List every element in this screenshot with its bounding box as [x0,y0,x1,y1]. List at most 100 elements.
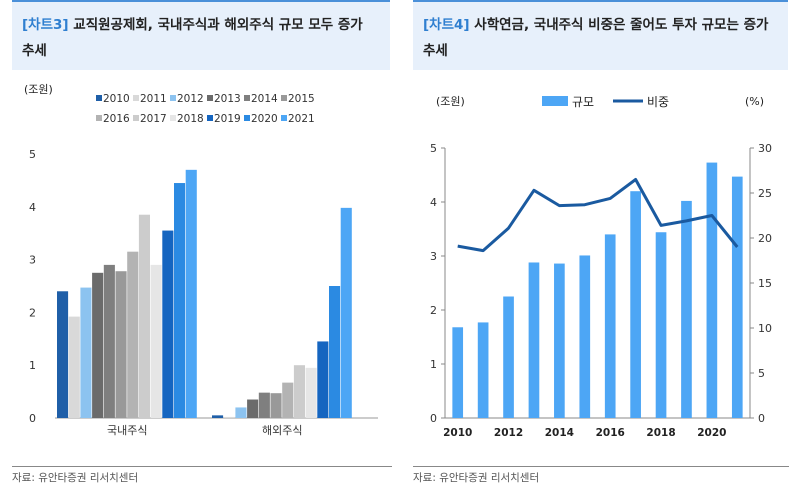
left-panel-title: 교직원공제회, 국내주식과 해외주식 규모 모두 증가 추세 [22,17,363,59]
left-bar [293,365,305,418]
right-bar [528,262,540,418]
right-right-tick-label: 15 [758,277,772,290]
right-legend-line-label: 비중 [647,95,669,109]
left-legend-label: 2015 [288,93,315,105]
left-legend-label: 2019 [214,113,241,125]
right-bar [554,263,565,418]
left-legend-swatch [244,115,250,121]
right-left-tick-label: 0 [430,412,437,425]
left-legend-swatch [133,115,139,121]
left-bar [317,341,329,418]
left-x-tick-label: 국내주식 [107,424,147,437]
right-right-tick-label: 0 [758,412,765,425]
right-right-tick-label: 10 [758,322,772,335]
left-bar [258,392,270,418]
left-legend-swatch [281,115,287,121]
right-bar [655,232,667,418]
left-y-tick-label: 4 [29,201,36,214]
right-x-tick-label: 2012 [494,427,523,439]
right-legend-bar-label: 규모 [572,95,594,109]
left-bar [329,286,341,418]
right-right-tick-label: 25 [758,187,772,200]
left-bar [162,230,174,418]
left-bar [57,291,69,418]
right-panel-tag: [차트4] [423,17,470,33]
left-bar [340,207,352,418]
right-bar [452,327,464,418]
left-bar [223,416,235,418]
right-left-tick-label: 3 [430,250,437,263]
right-left-tick-label: 5 [430,142,437,155]
left-legend-swatch [207,95,213,101]
left-bar [127,251,139,418]
left-bar [80,287,92,418]
right-panel-header: [차트4] 사학연금, 국내주식 비중은 줄어도 투자 규모는 증가 추세 [413,0,788,70]
right-y-axis-label-left: (조원) [436,95,465,108]
right-bar [681,200,692,418]
left-bar [235,407,247,418]
right-right-tick-label: 20 [758,232,772,245]
right-x-tick-label: 2018 [646,427,675,439]
left-legend-swatch [96,115,102,121]
left-chart: (조원) 0 1 2 3 4 5 2010 2011 2012 2013 2014 2015 2016 20… [24,83,378,437]
left-legend-swatch [207,115,213,121]
left-legend-label: 2014 [251,93,278,105]
right-left-tick-label: 1 [430,358,437,371]
right-x-tick-label: 2014 [545,427,574,439]
left-bar [68,316,80,418]
left-legend-label: 2010 [103,93,130,105]
left-bar [138,214,150,418]
right-panel-title: 사학연금, 국내주식 비중은 줄어도 투자 규모는 증가 추세 [423,17,769,59]
right-x-tick-label: 2020 [697,427,726,439]
right-left-tick-label: 4 [430,196,437,209]
right-left-tick-label: 2 [430,304,437,317]
left-y-tick-label: 3 [29,254,36,267]
left-y-tick-label: 2 [29,306,36,319]
left-bar [212,415,224,418]
left-y-tick-label: 0 [29,412,36,425]
right-chart: (조원) (%) 규모 비중 0 1 2 3 4 5 0 5 10 15 20 25 30 2010 2012 201… [430,95,772,439]
left-legend-label: 2017 [140,113,167,125]
left-panel-header: [차트3] 교직원공제회, 국내주식과 해외주식 규모 모두 증가 추세 [12,0,390,70]
right-share-line [457,178,739,253]
right-y-axis-label-right: (%) [745,95,764,108]
left-bar [282,382,294,418]
right-bar [579,255,591,418]
left-panel-tag: [차트3] [22,17,69,33]
left-y-tick-label: 1 [29,359,36,372]
right-bar [731,176,743,418]
left-bar [103,264,115,418]
left-bar [270,393,282,418]
left-legend-label: 2012 [177,93,204,105]
left-y-tick-label: 5 [29,148,36,161]
right-legend-bar-swatch [542,96,568,106]
left-bar [185,169,197,418]
left-bar [150,264,162,418]
right-bar [706,162,718,418]
right-bar [630,191,641,418]
right-right-tick-label: 5 [758,367,765,380]
left-source-note: 자료: 유안타증권 리서치센터 [12,466,392,490]
left-legend-label: 2018 [177,113,204,125]
left-bar [305,367,317,418]
left-legend-swatch [133,95,139,101]
left-legend-label: 2011 [140,93,167,105]
left-legend-label: 2013 [214,93,241,105]
right-right-tick-label: 30 [758,142,772,155]
left-legend-swatch [244,95,250,101]
left-legend-label: 2016 [103,113,130,125]
right-bar [604,234,616,418]
right-x-tick-label: 2016 [596,427,625,439]
left-legend-swatch [170,95,176,101]
right-bar [503,296,514,418]
left-legend-swatch [281,95,287,101]
right-bar [477,322,489,418]
left-bar [174,183,186,418]
left-legend-swatch [96,95,102,101]
left-legend-swatch [170,115,176,121]
left-x-tick-label: 해외주식 [262,423,302,437]
left-y-axis-label: (조원) [24,83,53,96]
left-legend-label: 2021 [288,113,315,125]
right-source-note: 자료: 유안타증권 리서치센터 [413,466,789,490]
left-bar [115,271,127,418]
